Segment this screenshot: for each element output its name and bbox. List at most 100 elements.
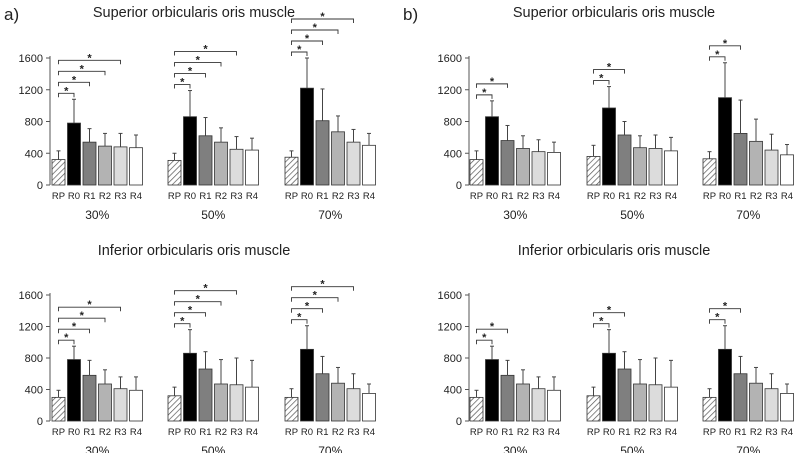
bar-r1 — [315, 120, 330, 186]
significance-bracket — [593, 80, 610, 85]
y-tick-label: 400 — [444, 148, 462, 160]
bar-r3 — [113, 388, 128, 422]
group-label: 50% — [620, 444, 644, 453]
significance-mark: * — [80, 63, 85, 75]
significance-mark: * — [196, 55, 201, 67]
bar-label-r0: R0 — [184, 427, 196, 438]
significance-bracket — [58, 70, 106, 76]
bar-r2 — [331, 382, 345, 422]
bar-r4 — [780, 154, 794, 186]
bar-r3 — [229, 148, 244, 186]
bar-r4 — [780, 393, 794, 422]
bar-label-r3: R3 — [114, 427, 126, 438]
bar-rp — [51, 396, 66, 422]
bar-r1 — [733, 133, 748, 186]
bar-label-r4: R4 — [781, 191, 793, 202]
bar-label-r2: R2 — [332, 191, 344, 202]
significance-mark: * — [723, 301, 728, 313]
bar-label-r1: R1 — [199, 191, 211, 202]
chart-1: Superior orbicularis oris muscle 0 400 800 1… — [438, 5, 794, 222]
y-tick-label: 400 — [444, 385, 462, 397]
significance-mark: * — [305, 33, 310, 45]
group-label: 50% — [201, 208, 225, 222]
bar-label-rp: RP — [52, 191, 65, 202]
bar-r3 — [113, 146, 128, 186]
bar-r2 — [214, 383, 228, 422]
bar-rp — [167, 159, 182, 186]
bar-label-r4: R4 — [246, 427, 258, 438]
group-label: 30% — [503, 208, 527, 222]
bar-r1 — [82, 374, 97, 422]
y-tick-label: 1200 — [438, 85, 462, 97]
bar-label-r2: R2 — [332, 427, 344, 438]
bar-r1 — [733, 373, 748, 422]
bar-rp — [284, 156, 299, 186]
bar-label-r1: R1 — [316, 427, 328, 438]
significance-bracket — [174, 73, 206, 78]
significance-bracket — [291, 297, 339, 302]
bar-r1 — [82, 141, 97, 186]
bar-label-r4: R4 — [363, 191, 375, 202]
bar-r1 — [198, 368, 213, 422]
y-tick-label: 0 — [37, 180, 43, 192]
bar-label-r1: R1 — [734, 191, 746, 202]
bar-r1 — [198, 135, 213, 186]
significance-bracket — [291, 286, 354, 291]
significance-bracket — [291, 29, 339, 34]
group-label: 70% — [736, 444, 760, 453]
significance-bracket — [476, 83, 508, 88]
significance-bracket — [593, 312, 625, 317]
bar-r3 — [346, 388, 361, 422]
bar-label-r2: R2 — [634, 427, 646, 438]
group-label: 70% — [736, 208, 760, 222]
bar-r4 — [245, 386, 259, 422]
significance-mark: * — [599, 316, 604, 328]
bar-label-r0: R0 — [68, 427, 80, 438]
bar-r4 — [664, 150, 678, 186]
significance-bracket — [593, 69, 625, 74]
group-label: 30% — [85, 208, 109, 222]
significance-bracket — [291, 18, 354, 23]
significance-mark: * — [180, 316, 185, 328]
panel-label-a: a) — [4, 5, 19, 24]
bar-r3 — [648, 384, 663, 422]
y-tick-label: 800 — [444, 353, 462, 365]
significance-bracket — [58, 92, 75, 98]
significance-mark: * — [64, 332, 69, 344]
y-tick-label: 800 — [25, 353, 43, 365]
bar-label-r4: R4 — [130, 427, 142, 438]
bar-label-rp: RP — [52, 427, 65, 438]
bar-r4 — [129, 147, 143, 186]
significance-bracket — [58, 81, 90, 87]
bar-label-r2: R2 — [517, 191, 529, 202]
bar-r0 — [67, 359, 81, 422]
bar-rp — [51, 159, 66, 186]
significance-bracket — [476, 94, 493, 99]
significance-bracket — [58, 59, 121, 65]
y-tick-label: 0 — [456, 416, 462, 428]
bar-rp — [469, 396, 484, 422]
bar-label-r2: R2 — [215, 191, 227, 202]
significance-bracket — [291, 51, 308, 56]
bar-label-r4: R4 — [665, 191, 677, 202]
significance-mark: * — [320, 11, 325, 23]
bar-label-r0: R0 — [486, 427, 498, 438]
significance-bracket — [593, 323, 610, 328]
bar-r2 — [214, 141, 228, 186]
significance-bracket — [58, 339, 75, 345]
charts-layer: Superior orbicularis oris muscle 0 400 800 1… — [19, 5, 794, 453]
bar-label-r1: R1 — [618, 191, 630, 202]
significance-bracket — [476, 339, 493, 345]
significance-mark: * — [320, 279, 325, 291]
bar-label-r3: R3 — [532, 191, 544, 202]
bar-label-r2: R2 — [517, 427, 529, 438]
bar-label-r4: R4 — [246, 191, 258, 202]
significance-bracket — [291, 308, 323, 313]
bar-label-r4: R4 — [548, 427, 560, 438]
significance-mark: * — [482, 332, 487, 344]
bar-label-rp: RP — [470, 191, 483, 202]
bar-r4 — [245, 149, 259, 186]
bar-r2 — [749, 382, 763, 422]
group-label: 50% — [620, 208, 644, 222]
significance-bracket — [709, 56, 726, 61]
